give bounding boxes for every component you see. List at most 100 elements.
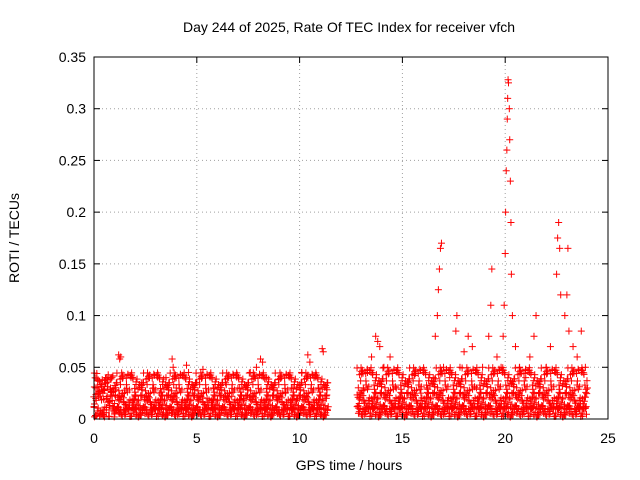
y-tick-label: 0.2	[67, 204, 87, 220]
band-mark	[575, 404, 583, 412]
band-mark	[547, 370, 555, 378]
band-mark	[270, 386, 278, 394]
band-mark	[396, 404, 404, 412]
band-mark	[416, 365, 424, 373]
band-mark	[257, 386, 265, 394]
band-mark	[301, 381, 309, 389]
band-mark	[254, 410, 262, 418]
band-mark	[122, 410, 130, 418]
band-mark	[513, 409, 521, 417]
data-point	[150, 384, 158, 392]
band-mark	[520, 410, 528, 418]
band-mark	[173, 389, 181, 397]
band-mark	[531, 399, 539, 407]
band-mark	[486, 409, 494, 417]
data-point	[503, 115, 511, 123]
data-point	[504, 94, 512, 102]
band-mark	[157, 405, 165, 413]
band-mark	[402, 400, 410, 408]
band-mark	[421, 369, 429, 377]
band-mark	[441, 410, 449, 418]
band-mark	[304, 394, 312, 402]
data-point	[193, 379, 201, 387]
band-mark	[197, 392, 205, 400]
band-mark	[491, 392, 499, 400]
band-mark	[163, 402, 171, 410]
band-mark	[523, 383, 531, 391]
data-point	[522, 374, 530, 382]
band-mark	[141, 410, 149, 418]
data-point	[464, 332, 472, 340]
band-mark	[437, 368, 445, 376]
band-mark	[266, 396, 274, 404]
band-mark	[303, 372, 311, 380]
data-point	[563, 291, 571, 299]
data-point	[359, 384, 367, 392]
band-mark	[324, 379, 332, 387]
data-point	[143, 396, 151, 404]
data-point	[488, 265, 496, 273]
band-mark	[457, 383, 465, 391]
band-mark	[407, 409, 415, 417]
data-point	[502, 208, 510, 216]
band-mark	[514, 395, 522, 403]
band-mark	[273, 387, 281, 395]
band-mark	[502, 404, 510, 412]
data-point	[222, 379, 230, 387]
band-mark	[212, 400, 220, 408]
band-mark	[160, 396, 168, 404]
band-mark	[208, 373, 216, 381]
band-mark	[476, 404, 484, 412]
band-mark	[184, 391, 192, 399]
data-point	[98, 376, 106, 384]
data-point	[501, 250, 509, 258]
band-mark	[525, 409, 533, 417]
data-point	[516, 363, 524, 371]
band-mark	[555, 404, 563, 412]
data-point	[436, 244, 444, 252]
y-axis-label: ROTI / TECUs	[6, 193, 22, 283]
band-mark	[527, 369, 535, 377]
data-point	[252, 363, 260, 371]
band-mark	[222, 381, 230, 389]
band-mark	[245, 379, 253, 387]
band-mark	[229, 370, 237, 378]
band-mark	[237, 391, 245, 399]
data-point	[503, 146, 511, 154]
band-mark	[388, 410, 396, 418]
data-point	[363, 368, 371, 376]
band-mark	[478, 371, 486, 379]
band-mark	[319, 396, 327, 404]
band-mark	[378, 383, 386, 391]
band-mark	[573, 410, 581, 418]
band-mark	[448, 397, 456, 405]
data-point	[565, 327, 573, 335]
band-mark	[247, 387, 255, 395]
band-mark	[239, 375, 247, 383]
data-point	[178, 372, 186, 380]
band-mark	[165, 379, 173, 387]
band-mark	[143, 405, 151, 413]
band-mark	[118, 392, 126, 400]
band-mark	[178, 386, 186, 394]
band-mark	[426, 371, 434, 379]
plot-frame	[93, 56, 609, 420]
band-mark	[276, 372, 284, 380]
data-point	[497, 363, 505, 371]
band-mark	[263, 391, 271, 399]
band-mark	[294, 402, 302, 410]
data-point	[542, 363, 550, 371]
data-point	[269, 384, 277, 392]
data-point	[275, 376, 283, 384]
band-mark	[384, 390, 392, 398]
band-mark	[487, 384, 495, 392]
data-point	[472, 384, 480, 392]
band-mark	[450, 388, 458, 396]
data-point	[460, 348, 468, 356]
data-point	[368, 353, 376, 361]
band-mark	[307, 410, 315, 418]
band-mark	[505, 371, 513, 379]
band-mark	[175, 410, 183, 418]
band-mark	[455, 400, 463, 408]
band-mark	[289, 405, 297, 413]
